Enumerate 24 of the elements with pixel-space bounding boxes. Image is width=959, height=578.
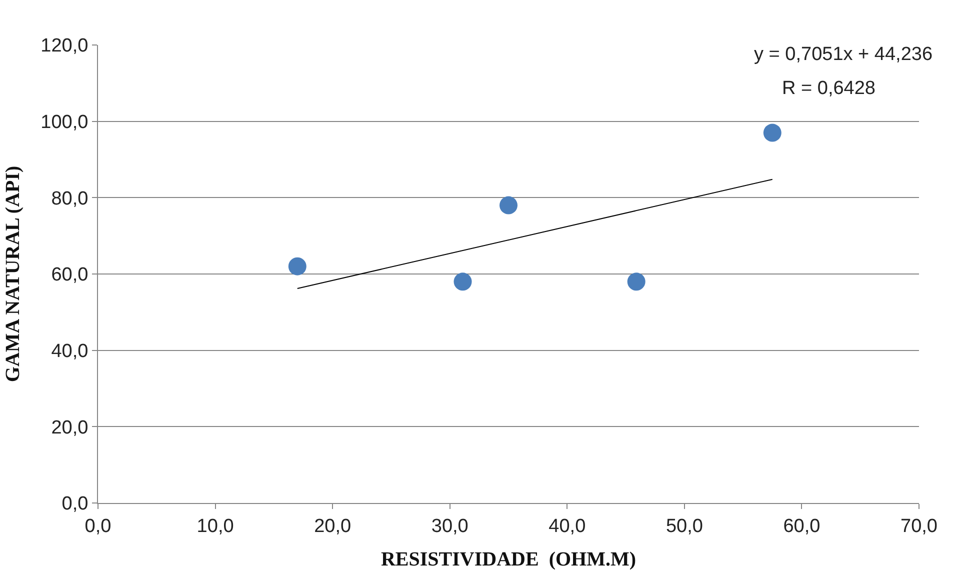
point — [763, 124, 782, 142]
y-tick-label: 100,0 — [40, 112, 88, 133]
x-tick-label: 10,0 — [196, 516, 234, 537]
y-tick-label: 20,0 — [51, 417, 88, 438]
annotation: y = 0,7051x + 44,236 — [754, 44, 933, 65]
point — [288, 257, 306, 276]
point — [454, 272, 472, 291]
x-tick-label: 50,0 — [666, 516, 703, 537]
y-tick-label: 120,0 — [40, 36, 88, 57]
x-axis-title: RESISTIVIDADE (OHM.M) — [380, 548, 636, 570]
point — [627, 272, 646, 291]
x-tick-label: 70,0 — [900, 516, 938, 537]
x-tick-label: 40,0 — [548, 516, 586, 537]
y-tick-label: 80,0 — [51, 188, 88, 210]
y-axis-title: GAMA NATURAL (API) — [2, 166, 24, 382]
y-tick-label: 0,0 — [62, 494, 88, 515]
x-tick-label: 60,0 — [783, 516, 820, 537]
y-tick-label: 60,0 — [51, 264, 88, 286]
x-tick-label: 30,0 — [431, 516, 468, 537]
annotation: R = 0,6428 — [782, 78, 876, 99]
x-tick-label: 20,0 — [314, 516, 352, 537]
point — [500, 196, 518, 214]
y-tick-label: 40,0 — [51, 340, 88, 362]
x-tick-label: 0,0 — [84, 516, 112, 537]
